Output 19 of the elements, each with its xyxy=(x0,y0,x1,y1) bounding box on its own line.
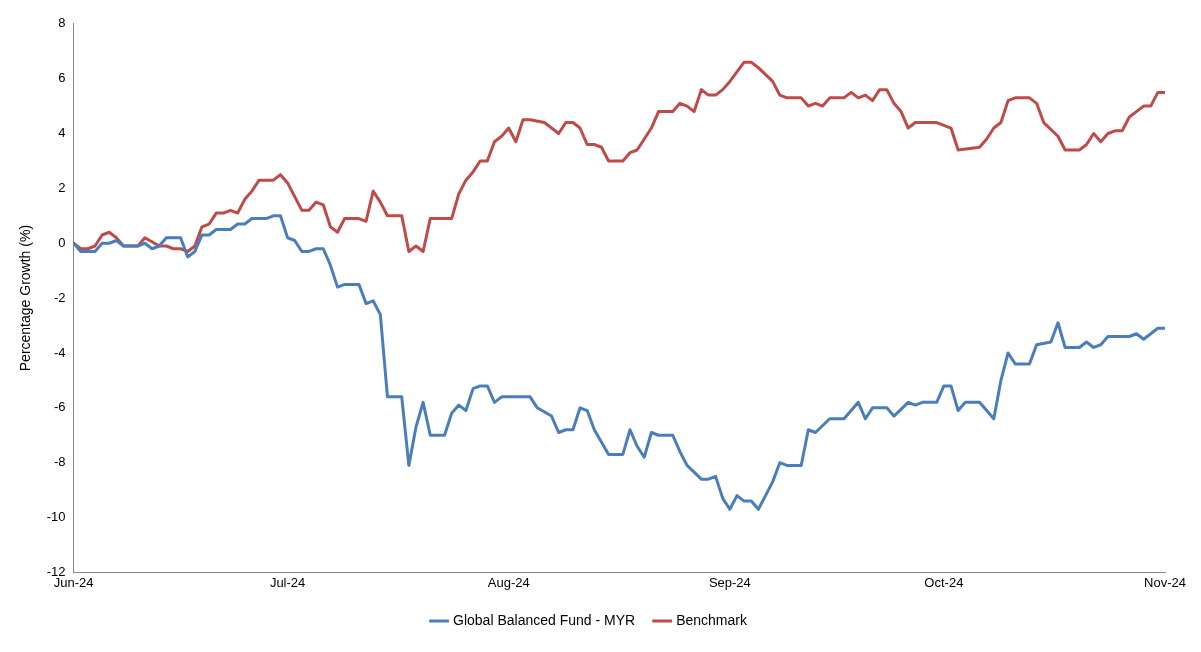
legend-label: Global Balanced Fund - MYR xyxy=(453,611,636,628)
y-tick-label: 8 xyxy=(58,15,66,31)
y-tick-label: 4 xyxy=(58,125,66,141)
y-tick-label: -10 xyxy=(46,509,66,525)
x-tick-label: Jul-24 xyxy=(269,574,306,590)
x-tick-label: Nov-24 xyxy=(1144,574,1186,590)
x-tick-label: Aug-24 xyxy=(487,574,530,590)
y-tick-label: -8 xyxy=(54,454,66,470)
y-tick-label: -2 xyxy=(54,289,66,305)
y-tick-label: 0 xyxy=(58,234,66,250)
y-tick-label: 2 xyxy=(58,179,66,195)
y-axis-title: Percentage Growth (%) xyxy=(17,224,34,372)
y-tick-label: 6 xyxy=(58,70,66,86)
x-tick-label: Oct-24 xyxy=(924,574,964,590)
x-tick-label: Sep-24 xyxy=(708,574,751,590)
y-tick-label: -12 xyxy=(46,563,66,579)
y-tick-label: -6 xyxy=(54,399,66,415)
legend-label: Benchmark xyxy=(676,611,748,628)
y-tick-label: -4 xyxy=(54,344,66,360)
